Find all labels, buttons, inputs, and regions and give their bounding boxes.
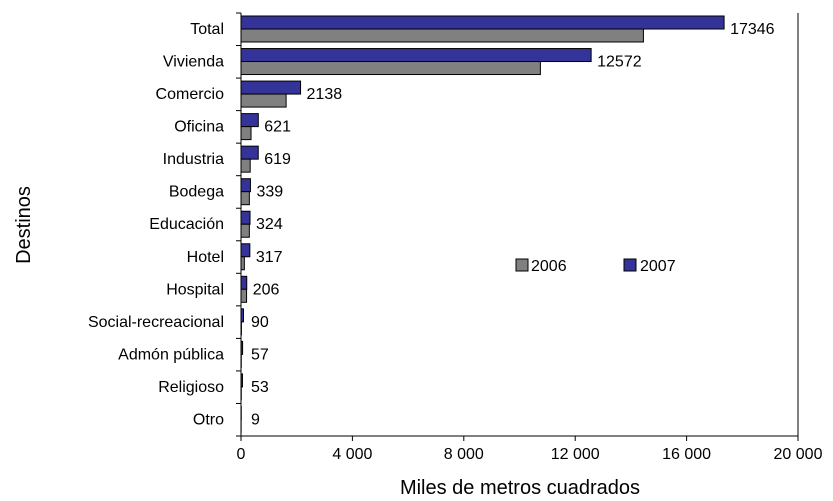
- legend: 2006 2007: [515, 258, 676, 275]
- category-label: Total: [190, 21, 224, 38]
- x-axis-ticks: 0 4 000 8 000 12 000 16 000 20 000: [236, 12, 823, 463]
- data-label: 621: [264, 119, 291, 136]
- bar-2007-3: [240, 113, 259, 128]
- data-label: 57: [251, 346, 269, 363]
- category-label: Otro: [193, 411, 224, 428]
- bar-2007-2: [240, 80, 302, 95]
- x-tick-label: 12 000: [551, 446, 600, 463]
- x-tick-label: 4 000: [332, 446, 372, 463]
- bar-2006-8: [240, 288, 248, 303]
- legend-label-2007: 2007: [640, 258, 676, 275]
- x-tick-label: 8 000: [444, 446, 484, 463]
- legend-swatch-2007: [623, 258, 637, 272]
- bar-2007-7: [240, 243, 251, 258]
- category-label: Vivienda: [163, 54, 224, 71]
- data-label: 206: [253, 281, 280, 298]
- x-axis-title: Miles de metros cuadrados: [400, 477, 640, 499]
- data-label: 2138: [307, 86, 343, 103]
- bar-2006-5: [240, 191, 250, 206]
- bar-2007-8: [240, 275, 248, 290]
- data-label: 619: [264, 151, 291, 168]
- bar-2007-5: [240, 178, 251, 193]
- bar-2006-7: [240, 256, 245, 271]
- category-label: Hotel: [187, 249, 224, 266]
- value-labels: 17346 12572 2138 621 619 339 324 317 206 90 57 53 9: [251, 21, 775, 428]
- bar-2006-1: [240, 61, 541, 76]
- category-label: Oficina: [174, 119, 224, 136]
- x-tick-label: 0: [237, 446, 246, 463]
- category-label: Comercio: [156, 86, 225, 103]
- data-label: 324: [256, 216, 283, 233]
- bar-2007-4: [240, 145, 259, 160]
- x-tick-label: 20 000: [774, 446, 823, 463]
- bar-2006-0: [240, 28, 644, 43]
- data-label: 12572: [597, 54, 642, 71]
- category-label: Hospital: [166, 281, 224, 298]
- legend-swatch-2006: [515, 258, 529, 272]
- data-label: 339: [256, 184, 283, 201]
- data-label: 9: [251, 411, 260, 428]
- category-labels: Total Vivienda Comercio Oficina Industria Bod…: [88, 21, 224, 428]
- y-axis-title: Destinos: [13, 186, 35, 264]
- bar-2007-6: [240, 210, 251, 225]
- bar-2007-1: [240, 48, 592, 63]
- data-label: 17346: [730, 21, 775, 38]
- data-label: 90: [251, 314, 269, 331]
- data-label: 317: [256, 249, 283, 266]
- bars-group: [240, 15, 725, 433]
- category-label: Admón pública: [118, 346, 224, 363]
- category-label: Social-recreacional: [88, 314, 224, 331]
- category-label: Religioso: [158, 379, 224, 396]
- data-label: 53: [251, 379, 269, 396]
- category-label: Bodega: [169, 184, 224, 201]
- bar-2006-6: [240, 223, 250, 238]
- legend-label-2006: 2006: [531, 258, 567, 275]
- category-label: Industria: [163, 151, 224, 168]
- bar-2006-3: [240, 126, 252, 141]
- bar-2006-2: [240, 93, 287, 108]
- x-tick-label: 16 000: [662, 446, 711, 463]
- bar-2007-0: [240, 15, 725, 30]
- bar-2006-4: [240, 158, 251, 173]
- axes: [240, 13, 799, 437]
- category-label: Educación: [149, 216, 224, 233]
